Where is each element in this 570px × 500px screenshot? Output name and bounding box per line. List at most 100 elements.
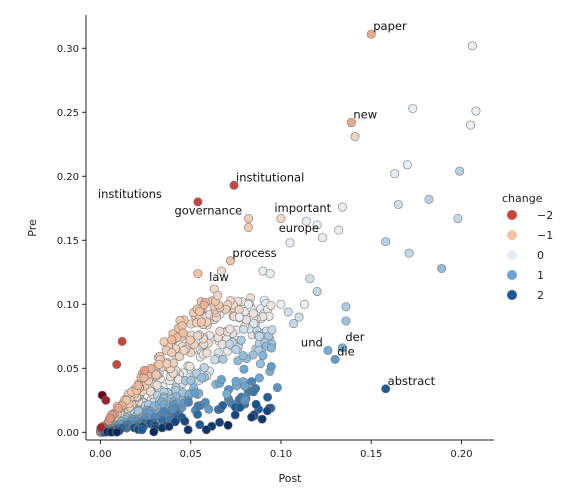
data-point <box>249 319 259 329</box>
data-point <box>231 345 241 355</box>
point-annotation: important <box>274 201 331 215</box>
legend-label: 0 <box>537 249 544 262</box>
data-point <box>215 417 225 427</box>
data-point <box>312 220 322 230</box>
x-tick-label: 0.00 <box>89 449 111 460</box>
data-point <box>455 166 465 176</box>
data-point <box>262 406 272 416</box>
data-point <box>193 409 203 419</box>
data-point <box>265 269 275 279</box>
data-point <box>162 359 172 369</box>
data-point <box>381 384 391 394</box>
data-point <box>350 132 360 142</box>
y-tick-label: 0.25 <box>57 108 79 119</box>
data-point <box>149 427 159 437</box>
data-point <box>234 312 244 322</box>
data-point <box>276 299 286 309</box>
data-point <box>254 331 264 341</box>
data-point <box>216 266 226 276</box>
y-tick-label: 0.10 <box>57 300 79 311</box>
data-point <box>402 160 412 170</box>
data-point <box>199 300 209 310</box>
data-point <box>185 361 195 371</box>
y-axis-ticks: 0.00 0.05 0.10 0.15 0.20 0.25 0.30 <box>57 44 86 439</box>
x-tick-label: 0.15 <box>360 449 382 460</box>
data-point <box>235 402 245 412</box>
data-point <box>337 202 347 212</box>
legend-marker <box>507 290 517 300</box>
legend-marker <box>507 230 517 240</box>
data-point <box>139 365 149 375</box>
data-point <box>240 381 250 391</box>
data-point <box>266 362 276 372</box>
legend-marker <box>507 270 517 280</box>
data-point <box>178 328 188 338</box>
data-point <box>289 319 299 329</box>
data-point <box>408 103 418 113</box>
data-point <box>255 359 265 369</box>
data-point <box>334 225 344 235</box>
data-point <box>199 363 209 373</box>
data-point <box>239 364 249 374</box>
data-point <box>193 197 203 207</box>
point-annotation: institutional <box>236 170 304 184</box>
legend: change −2 −1 0 1 2 <box>502 192 553 302</box>
data-point <box>152 380 162 390</box>
data-point <box>112 427 122 437</box>
point-annotation: abstract <box>388 374 436 388</box>
data-point <box>201 425 211 435</box>
data-point <box>466 120 476 130</box>
point-annotation: europe <box>279 221 319 235</box>
x-tick-label: 0.10 <box>270 449 292 460</box>
data-point <box>193 331 203 341</box>
data-point <box>341 316 351 326</box>
data-point <box>390 169 400 179</box>
data-point <box>101 395 111 405</box>
data-point <box>294 312 304 322</box>
data-point <box>215 326 225 336</box>
data-point <box>337 343 347 353</box>
data-point <box>238 351 248 361</box>
legend-label: 1 <box>537 269 544 282</box>
data-point <box>225 324 235 334</box>
legend-marker <box>507 250 517 260</box>
data-point <box>180 416 190 426</box>
legend-label: 2 <box>537 289 544 302</box>
data-point <box>323 345 333 355</box>
data-point <box>471 106 481 116</box>
data-point <box>366 29 376 39</box>
data-point <box>330 354 340 364</box>
data-point <box>202 348 212 358</box>
data-point <box>210 355 220 365</box>
point-annotation: process <box>232 246 276 260</box>
point-annotation: law <box>209 270 229 284</box>
data-point <box>164 421 174 431</box>
data-point <box>184 397 194 407</box>
data-point <box>266 343 276 353</box>
labeled-points <box>97 29 481 435</box>
data-point <box>266 300 276 310</box>
data-point <box>223 420 233 430</box>
data-point <box>258 351 268 361</box>
data-point <box>193 269 203 279</box>
data-point <box>248 387 258 397</box>
legend-title: change <box>502 192 543 205</box>
data-point <box>154 359 164 369</box>
data-point <box>167 335 177 345</box>
data-point <box>453 214 463 224</box>
data-point <box>168 404 178 414</box>
data-point <box>346 118 356 128</box>
data-point <box>251 399 261 409</box>
data-point <box>243 223 253 233</box>
data-point <box>183 425 193 435</box>
data-point <box>222 389 232 399</box>
data-point <box>190 388 200 398</box>
data-point <box>272 383 282 393</box>
y-tick-label: 0.05 <box>57 364 79 375</box>
data-point <box>243 214 253 224</box>
point-annotation: die <box>337 344 355 358</box>
point-annotation: paper <box>373 19 407 33</box>
y-tick-label: 0.00 <box>57 428 79 439</box>
data-point <box>197 373 207 383</box>
